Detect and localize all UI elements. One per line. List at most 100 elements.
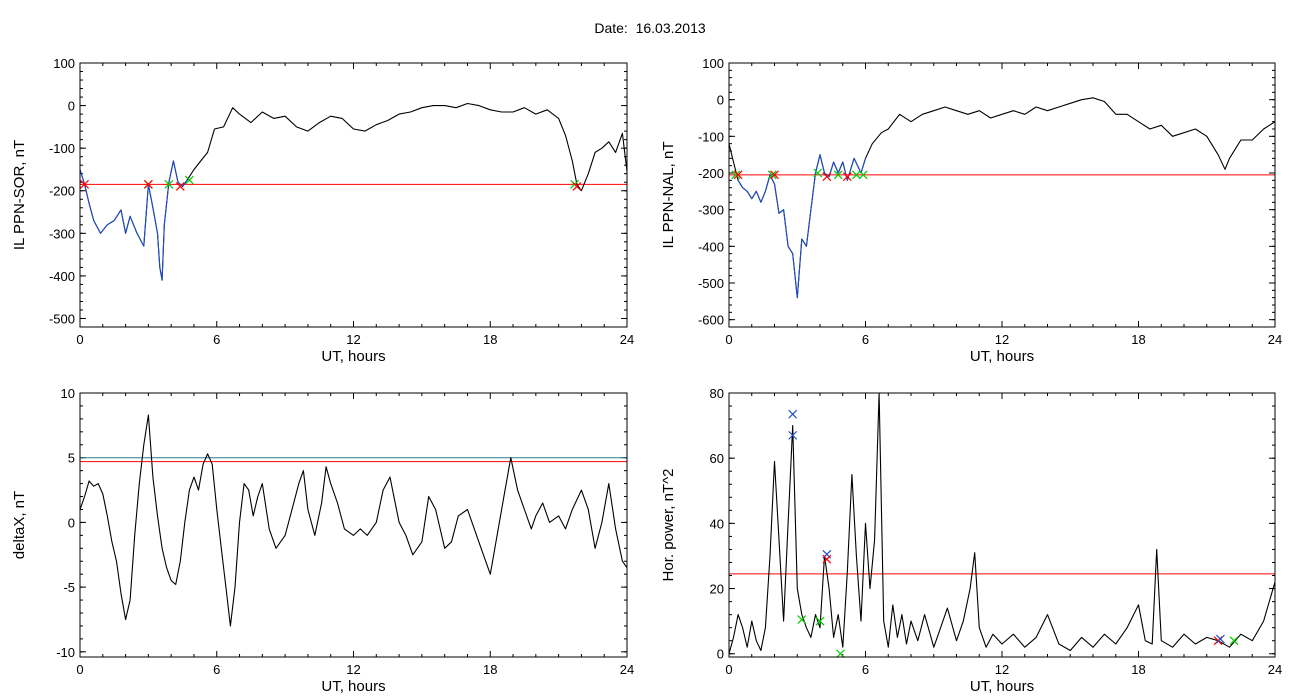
event-marker <box>733 170 743 180</box>
data-series-line <box>79 102 628 281</box>
x-tick-label: 0 <box>76 662 83 677</box>
panel-il-ppn-sor: 0 6 12 18 24 100 0 -100 -200 -300 -400 -500 UT, hour… <box>11 56 634 365</box>
y-tick-label: 0 <box>68 515 75 530</box>
x-tick-label: 24 <box>620 332 634 347</box>
x-tick-label: 24 <box>1268 332 1282 347</box>
x-tick-label: 18 <box>1131 332 1145 347</box>
x-tick-label: 12 <box>346 332 360 347</box>
marker-stroke <box>788 430 798 440</box>
y-tick-label: 100 <box>53 56 75 71</box>
marker-stroke <box>822 554 832 564</box>
marker-stroke <box>767 170 777 180</box>
event-marker <box>767 170 777 180</box>
y-tick-label: 10 <box>61 386 75 401</box>
event-marker <box>797 615 807 624</box>
y-tick-label: 0 <box>717 93 724 108</box>
highlighted-segment <box>79 160 188 281</box>
event-marker <box>815 616 825 626</box>
x-tick-label: 6 <box>213 662 220 677</box>
plot-frame <box>728 62 1276 328</box>
x-tick-label: 12 <box>995 662 1009 677</box>
x-axis-label: UT, hours <box>970 348 1034 365</box>
x-tick-label: 24 <box>1268 662 1282 677</box>
event-marker <box>164 179 174 189</box>
marker-stroke <box>851 170 861 180</box>
marker-stroke <box>842 172 852 182</box>
marker-stroke <box>788 409 798 419</box>
event-marker <box>833 170 843 180</box>
x-tick-label: 0 <box>725 662 732 677</box>
y-tick-label: 80 <box>710 386 724 401</box>
y-tick-label: 0 <box>68 99 75 114</box>
event-marker <box>572 182 582 191</box>
x-tick-label: 6 <box>213 332 220 347</box>
event-marker <box>184 175 194 185</box>
event-marker <box>1229 636 1239 646</box>
marker-stroke <box>836 649 845 659</box>
marker-stroke <box>733 170 743 180</box>
marker-stroke <box>80 179 89 189</box>
marker-stroke <box>833 170 843 180</box>
y-tick-label: -100 <box>698 129 724 144</box>
y-tick-label: 60 <box>710 451 724 466</box>
event-marker <box>822 172 832 182</box>
x-tick-label: 18 <box>483 662 497 677</box>
plot-frame <box>79 62 628 328</box>
x-axis-label: UT, hours <box>321 348 385 365</box>
marker-stroke <box>770 170 779 180</box>
x-tick-label: 18 <box>483 332 497 347</box>
event-marker <box>143 179 153 189</box>
y-tick-label: 5 <box>68 451 75 466</box>
marker-stroke <box>175 182 185 191</box>
marker-stroke <box>815 616 825 626</box>
y-axis-label: IL PPN-NAL, nT <box>660 142 677 249</box>
y-tick-label: -300 <box>698 203 724 218</box>
data-series-line <box>79 414 628 627</box>
highlighted-segment <box>737 154 867 299</box>
y-tick-label: -300 <box>49 226 75 241</box>
plot-frame <box>79 392 628 658</box>
x-tick-label: 6 <box>862 662 869 677</box>
y-tick-label: 0 <box>717 647 724 662</box>
y-tick-label: 100 <box>702 56 724 71</box>
y-axis-label: Hor. power, nT^2 <box>660 469 677 582</box>
marker-stroke <box>797 615 807 624</box>
y-tick-label: -100 <box>49 141 75 156</box>
x-tick-label: 6 <box>862 332 869 347</box>
marker-stroke <box>813 168 823 178</box>
event-marker <box>80 179 89 189</box>
event-marker <box>1215 634 1225 644</box>
y-tick-label: 40 <box>710 516 724 531</box>
marker-stroke <box>164 179 174 189</box>
y-tick-label: -500 <box>698 276 724 291</box>
y-axis-label: deltaX, nT <box>11 491 28 559</box>
y-tick-label: -5 <box>63 580 75 595</box>
marker-stroke <box>822 172 832 182</box>
event-marker <box>822 554 832 564</box>
panel-il-ppn-nal: 0 6 12 18 24 100 0 -100 -200 -300 -400 -500 -600 UT, … <box>660 56 1282 365</box>
x-axis-label: UT, hours <box>321 678 385 695</box>
panel-hor-power: 0 6 12 18 24 80 60 40 20 0 UT, hours Hor. power, nT… <box>660 386 1282 695</box>
marker-stroke <box>184 175 194 185</box>
marker-stroke <box>1229 636 1239 646</box>
panel-deltax: 0 6 12 18 24 10 5 0 -5 -10 UT, hours deltaX, nT <box>11 386 634 695</box>
y-axis-label: IL PPN-SOR, nT <box>11 140 28 250</box>
data-series-line <box>728 392 1276 654</box>
event-marker <box>813 168 823 178</box>
marker-stroke <box>1215 634 1225 644</box>
event-marker <box>175 182 185 191</box>
x-tick-label: 0 <box>76 332 83 347</box>
y-tick-label: -400 <box>698 239 724 254</box>
x-tick-label: 0 <box>725 332 732 347</box>
data-series-line <box>728 97 1276 299</box>
marker-stroke <box>731 170 741 180</box>
y-tick-label: -10 <box>56 645 75 660</box>
marker-stroke <box>572 182 582 191</box>
y-tick-label: -600 <box>698 313 724 328</box>
event-marker <box>731 170 741 180</box>
event-marker <box>770 170 779 180</box>
event-marker <box>842 172 852 182</box>
x-tick-label: 24 <box>620 662 634 677</box>
plot-frame <box>728 392 1276 658</box>
